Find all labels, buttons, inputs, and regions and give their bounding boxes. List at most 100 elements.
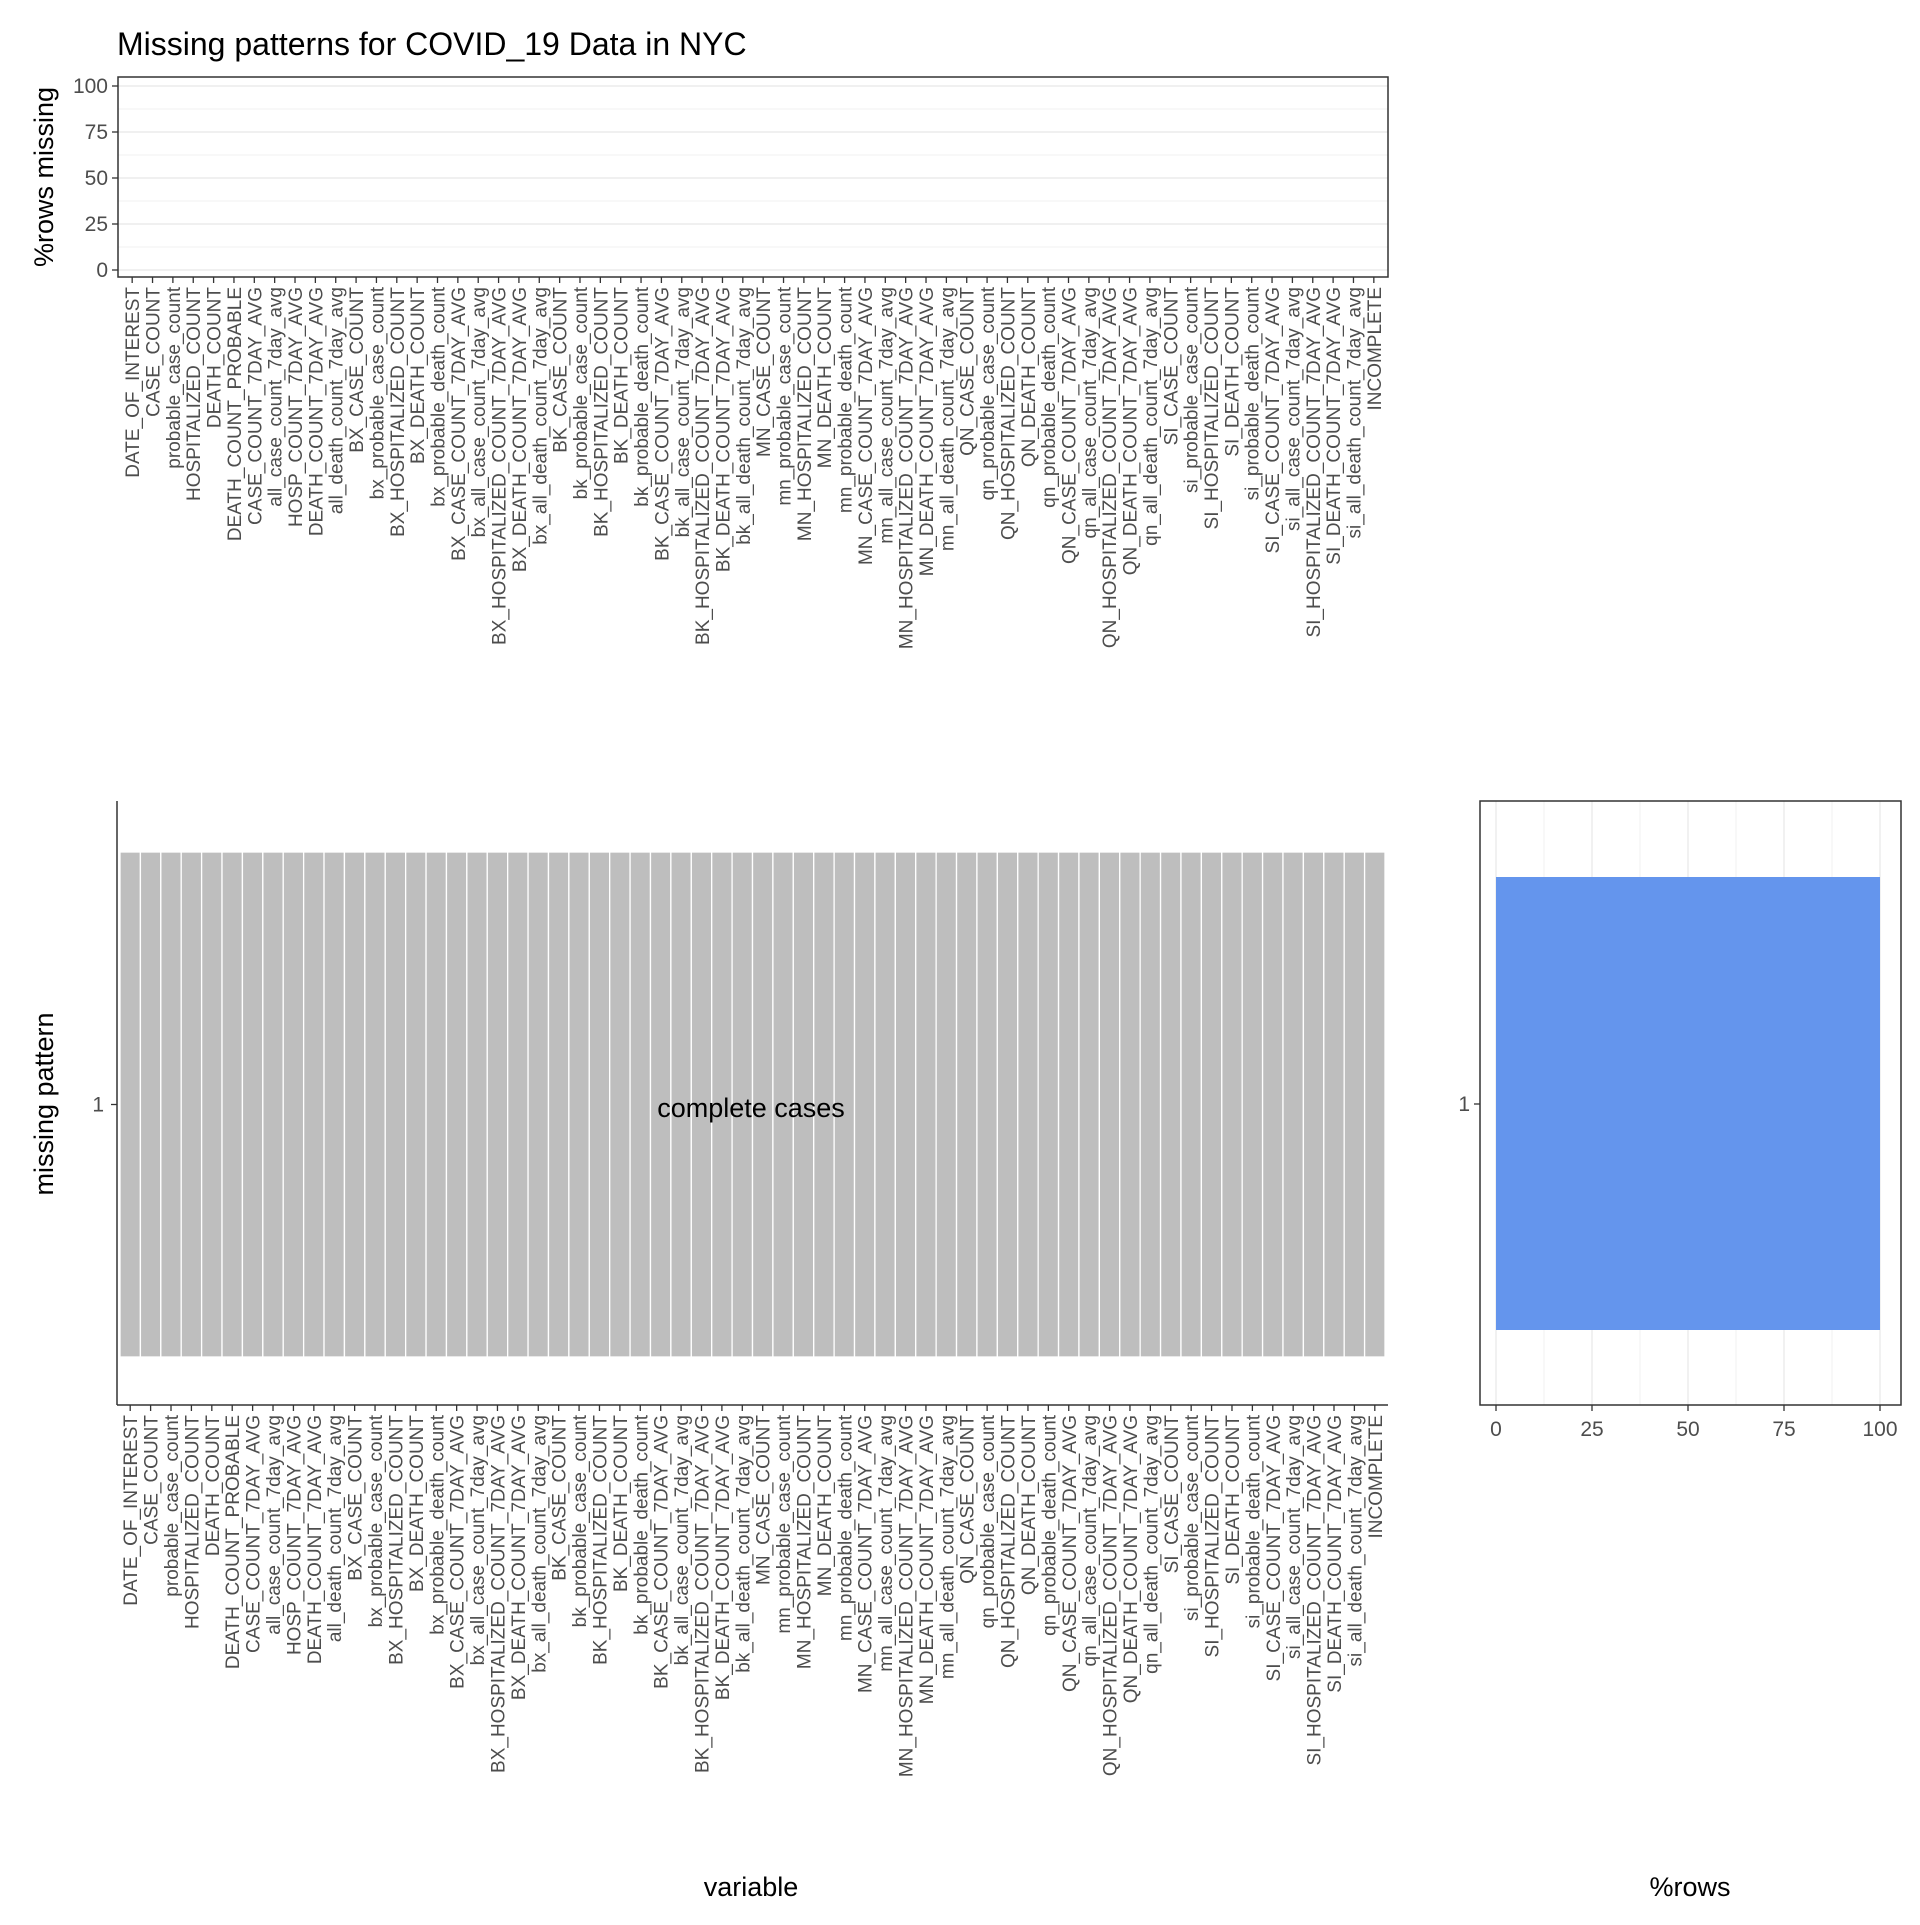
- pattern-tile: [588, 851, 611, 1358]
- right-y-tick-label: 1: [1458, 1093, 1470, 1116]
- pattern-tile: [568, 851, 590, 1358]
- main-x-tick-label: DEATH_COUNT_PROBABLE: [223, 1415, 244, 1669]
- top-x-tick-label: mn_all_case_count_7day_avg: [876, 287, 897, 544]
- main-x-tick-label: INCOMPLETE: [1366, 1415, 1387, 1539]
- pattern-tile: [1282, 851, 1305, 1358]
- main-x-tick-label: mn_all_death_count_7day_avg: [937, 1415, 958, 1679]
- top-panel-border: [117, 76, 1389, 278]
- top-x-tick-label: MN_CASE_COUNT: [754, 287, 775, 457]
- top-x-tick-label: BX_DEATH_COUNT_7DAY_AVG: [510, 287, 531, 572]
- top-x-tick-label: INCOMPLETE: [1365, 287, 1386, 411]
- pattern-tile: [180, 851, 203, 1358]
- right-y-ticks: 1: [1458, 1093, 1480, 1116]
- top-x-tick-label: DEATH_COUNT: [205, 287, 226, 428]
- top-x-tick-label: qn_probable_death_count: [1039, 286, 1060, 508]
- top-x-tick-label: probable_case_count: [164, 286, 185, 468]
- top-y-ticks: 0 25 50 75 100: [73, 75, 118, 282]
- main-x-tick-label: CASE_COUNT: [142, 1415, 163, 1545]
- right-x-tick-label: 0: [1490, 1418, 1502, 1441]
- top-x-tick-label: SI_DEATH_COUNT_7DAY_AVG: [1324, 287, 1345, 565]
- pattern-tile: [262, 851, 284, 1358]
- pattern-tile: [1057, 851, 1080, 1358]
- pattern-tile: [282, 851, 305, 1358]
- pattern-tile: [935, 851, 958, 1358]
- main-x-tick-label: QN_DEATH_COUNT: [1019, 1415, 1040, 1596]
- chart-title: Missing patterns for COVID_19 Data in NY…: [117, 26, 747, 62]
- main-x-tick-label: MN_CASE_COUNT_7DAY_AVG: [856, 1415, 877, 1693]
- top-x-tick-label: bx_probable_death_count: [429, 286, 450, 506]
- main-x-tick-label: MN_HOSPITALIZED_COUNT: [795, 1415, 816, 1669]
- right-x-ticks: 0 25 50 75 100: [1490, 1405, 1898, 1441]
- top-x-tick-label: QN_DEATH_COUNT: [1019, 287, 1040, 468]
- main-x-tick-label: BK_HOSPITALIZED_COUNT_7DAY_AVG: [692, 1415, 713, 1773]
- top-x-tick-label: bx_all_case_count_7day_avg: [469, 287, 490, 537]
- top-x-tick-label: QN_CASE_COUNT: [958, 287, 979, 456]
- top-x-tick-label: bk_all_case_count_7day_avg: [673, 287, 694, 537]
- pattern-tile: [609, 851, 631, 1358]
- main-x-tick-label: bk_all_case_count_7day_avg: [672, 1415, 693, 1665]
- top-x-tick-label: CASE_COUNT_7DAY_AVG: [245, 287, 266, 525]
- pattern-tile: [853, 851, 876, 1358]
- top-x-tick-label: bk_probable_death_count: [632, 286, 653, 506]
- pattern-tile: [1119, 851, 1141, 1358]
- main-x-tick-label: SI_DEATH_COUNT_7DAY_AVG: [1325, 1415, 1346, 1693]
- top-x-tick-label: mn_all_death_count_7day_avg: [937, 287, 958, 551]
- main-x-tick-label: BK_HOSPITALIZED_COUNT: [590, 1415, 611, 1665]
- main-x-tick-label: BX_DEATH_COUNT: [407, 1415, 428, 1592]
- top-x-tick-label: bk_probable_case_count: [571, 286, 592, 499]
- top-x-tick-label: qn_all_case_count_7day_avg: [1080, 287, 1101, 538]
- main-x-tick-label: SI_CASE_COUNT: [1162, 1415, 1183, 1574]
- top-x-tick-label: HOSPITALIZED_COUNT: [184, 287, 205, 501]
- top-x-tick-label: SI_HOSPITALIZED_COUNT: [1202, 287, 1223, 530]
- main-x-tick-label: qn_all_death_count_7day_avg: [1141, 1415, 1162, 1674]
- main-x-tick-label: QN_HOSPITALIZED_COUNT: [999, 1415, 1020, 1668]
- pattern-tile: [976, 851, 998, 1358]
- pattern-tile: [894, 851, 917, 1358]
- main-x-tick-label: si_probable_case_count: [1182, 1414, 1203, 1621]
- pattern-tile: [445, 851, 468, 1358]
- main-x-tick-label: bk_all_death_count_7day_avg: [733, 1415, 754, 1673]
- pattern-tile: [139, 851, 162, 1358]
- main-y-tick-label: 1: [92, 1094, 104, 1117]
- top-x-tick-label: all_case_count_7day_avg: [266, 287, 287, 507]
- top-x-tick-label: BK_DEATH_COUNT_7DAY_AVG: [713, 287, 734, 572]
- main-x-tick-label: SI_CASE_COUNT_7DAY_AVG: [1264, 1415, 1285, 1681]
- main-x-ticks: DATE_OF_INTEREST CASE_COUNT probable_case_…: [121, 1405, 1387, 1777]
- pattern-tile: [466, 851, 488, 1358]
- main-tiles: [119, 851, 1386, 1358]
- pattern-tile: [160, 851, 182, 1358]
- main-x-tick-label: BX_DEATH_COUNT_7DAY_AVG: [509, 1415, 530, 1700]
- pattern-tile: [629, 851, 652, 1358]
- main-x-tick-label: MN_DEATH_COUNT_7DAY_AVG: [917, 1415, 938, 1704]
- top-x-tick-label: qn_all_death_count_7day_avg: [1141, 287, 1162, 546]
- main-x-tick-label: SI_HOSPITALIZED_COUNT: [1203, 1415, 1224, 1658]
- pattern-tile: [221, 851, 244, 1358]
- pattern-tile: [1200, 851, 1223, 1358]
- top-x-tick-label: CASE_COUNT: [144, 287, 165, 417]
- main-x-tick-label: bk_probable_case_count: [570, 1414, 591, 1627]
- main-x-tick-label: HOSPITALIZED_COUNT: [182, 1415, 203, 1629]
- main-x-tick-label: BX_HOSPITALIZED_COUNT_7DAY_AVG: [488, 1415, 509, 1773]
- top-x-tick-label: DATE_OF_INTEREST: [123, 287, 144, 478]
- top-x-tick-label: si_probable_death_count: [1243, 286, 1264, 500]
- pattern-tile: [1221, 851, 1243, 1358]
- top-x-tick-label: si_all_death_count_7day_avg: [1344, 287, 1365, 538]
- pattern-tile: [1139, 851, 1162, 1358]
- main-x-tick-label: HOSP_COUNT_7DAY_AVG: [284, 1415, 305, 1655]
- top-x-tick-label: si_all_case_count_7day_avg: [1283, 287, 1304, 531]
- right-bars: [1496, 877, 1880, 1330]
- top-x-tick-label: BX_HOSPITALIZED_COUNT: [388, 287, 409, 537]
- top-x-tick-label: bk_all_death_count_7day_avg: [734, 287, 755, 545]
- pattern-tile: [1098, 851, 1121, 1358]
- top-x-tick-label: si_probable_case_count: [1182, 286, 1203, 493]
- main-x-tick-label: SI_DEATH_COUNT: [1223, 1415, 1244, 1585]
- right-x-axis-title: %rows: [1649, 1872, 1730, 1902]
- pattern-tile: [1180, 851, 1203, 1358]
- top-x-tick-label: SI_CASE_COUNT_7DAY_AVG: [1263, 287, 1284, 553]
- pattern-tile: [915, 851, 937, 1358]
- main-x-tick-label: si_all_case_count_7day_avg: [1284, 1415, 1305, 1659]
- top-y-tick-label: 50: [85, 167, 108, 190]
- top-panel: 0 25 50 75 100 DATE_OF_INTEREST CASE_COUNT pro…: [29, 75, 1389, 649]
- pattern-tile: [200, 851, 223, 1358]
- top-x-tick-label: BX_DEATH_COUNT: [408, 287, 429, 464]
